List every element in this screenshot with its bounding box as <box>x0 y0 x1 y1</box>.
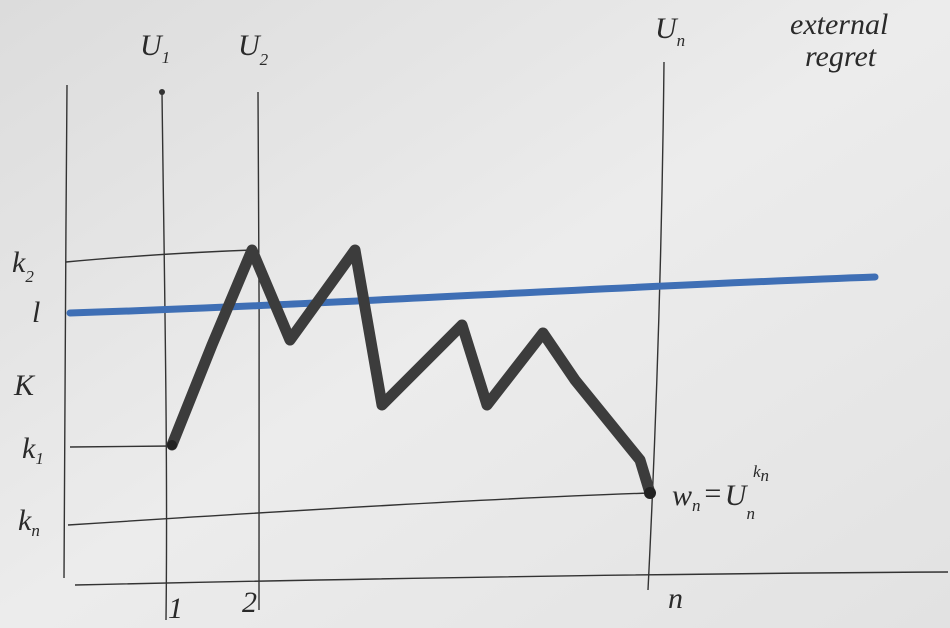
bottom-label: 2 <box>242 586 257 619</box>
left-label: K <box>13 369 36 402</box>
left-label: l <box>32 296 40 329</box>
label-base: k <box>22 432 36 465</box>
corner-note: external <box>790 8 888 41</box>
page: {"columns": [{"base": "U", "sub": "1"}, … <box>0 0 950 628</box>
label-sub: n <box>31 521 40 540</box>
end-dot <box>644 487 656 499</box>
label-base: U <box>655 12 679 45</box>
bottom-label: 1 <box>168 592 183 625</box>
label-sub: n <box>692 496 701 515</box>
label-sub: 2 <box>260 50 269 69</box>
label-base: k <box>12 246 26 279</box>
label-base: U <box>238 29 262 62</box>
label-sub: 1 <box>162 48 171 67</box>
label-base: U <box>140 29 164 62</box>
equals-sign: = <box>703 477 723 510</box>
bottom-label: n <box>668 582 683 615</box>
corner-note: regret <box>805 40 877 73</box>
label-sub: 2 <box>25 267 34 286</box>
label-sub: 1 <box>35 449 44 468</box>
sketch: U1 U2 Un external regret k2 l K k1 kn 1 … <box>0 0 950 628</box>
k1-line <box>70 446 172 447</box>
label-base: w <box>672 479 692 512</box>
label-sub: n <box>677 31 686 50</box>
label-sub: n <box>746 504 755 523</box>
label-sup-sub: n <box>760 466 769 485</box>
label-base: U <box>725 479 749 512</box>
label-base: k <box>18 504 32 537</box>
start-dot <box>167 440 177 450</box>
column-dot <box>159 89 165 95</box>
paper <box>0 0 950 628</box>
